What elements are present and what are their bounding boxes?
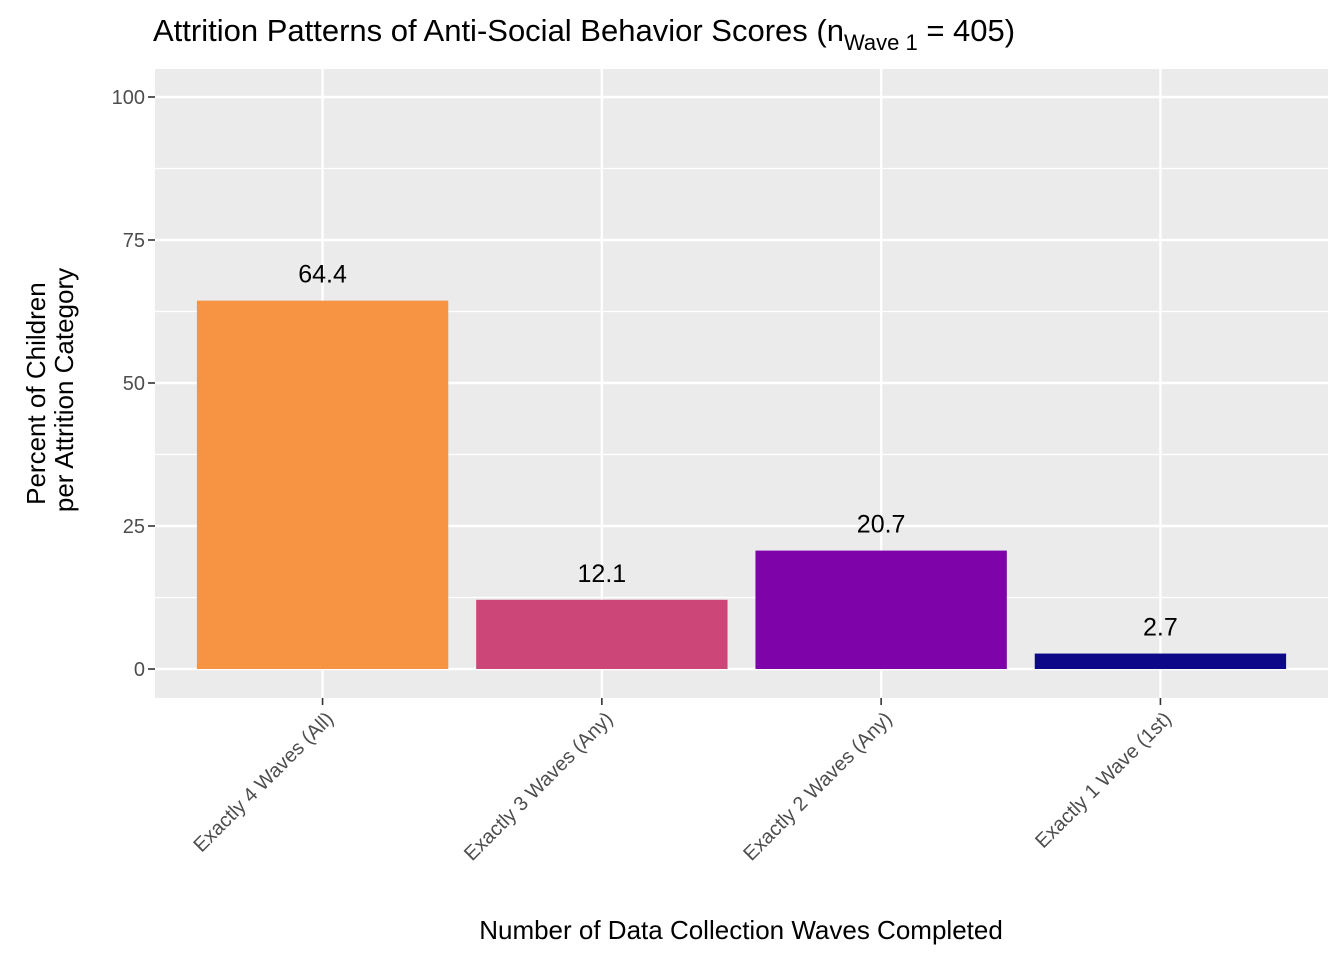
bar-value-labels: 64.4 12.1 20.7 2.7 <box>298 261 1178 642</box>
y-tick-label: 50 <box>123 373 145 395</box>
chart-title-subscript: Wave 1 <box>844 30 918 55</box>
x-tick-label: Exactly 1 Wave (1st) <box>1031 708 1176 853</box>
y-tick-label: 0 <box>134 659 145 681</box>
bar <box>755 550 1007 669</box>
x-axis: Exactly 4 Waves (All) Exactly 3 Waves (An… <box>189 698 1176 865</box>
bar <box>1034 653 1287 669</box>
y-axis-title: Percent of Children per Attrition Catego… <box>21 268 79 512</box>
bar-value-label: 12.1 <box>578 560 627 588</box>
bars <box>196 300 1287 669</box>
y-axis: 0 25 50 75 100 <box>112 87 155 681</box>
x-tick-label: Exactly 3 Waves (Any) <box>460 708 617 865</box>
y-tick-label: 25 <box>123 516 145 538</box>
bar-value-label: 20.7 <box>857 511 906 539</box>
bar-value-label: 64.4 <box>298 261 347 289</box>
y-tick-label: 100 <box>112 87 145 109</box>
chart-title-main: Attrition Patterns of Anti-Social Behavi… <box>153 13 844 48</box>
chart-title-tail: = 405) <box>918 13 1015 48</box>
x-tick-label: Exactly 2 Waves (Any) <box>739 708 896 865</box>
x-axis-title: Number of Data Collection Waves Complete… <box>479 915 1003 945</box>
y-tick-label: 75 <box>123 230 145 252</box>
bar-value-label: 2.7 <box>1143 614 1178 642</box>
bar <box>196 300 449 669</box>
y-axis-title-line-2: per Attrition Category <box>49 268 79 512</box>
y-axis-title-line-1: Percent of Children <box>21 282 51 505</box>
chart-title: Attrition Patterns of Anti-Social Behavi… <box>153 13 1015 55</box>
x-tick-label: Exactly 4 Waves (All) <box>189 708 338 857</box>
bar <box>476 599 728 669</box>
